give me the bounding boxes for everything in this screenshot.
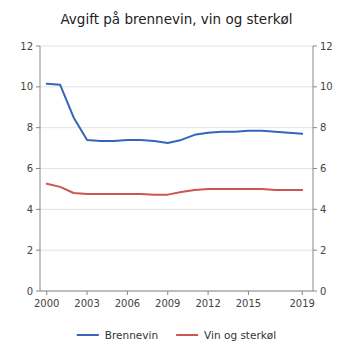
- x-tick-label: 2000: [34, 298, 59, 309]
- x-tick: [87, 291, 88, 295]
- x-tick-label: 2003: [74, 298, 99, 309]
- x-tick-label: 2015: [236, 298, 261, 309]
- y-tick: [36, 86, 40, 87]
- grid: [40, 46, 313, 291]
- y-tick: [36, 209, 40, 210]
- grid-line: [40, 209, 313, 210]
- series-group: [47, 84, 303, 195]
- legend-swatch: [176, 334, 198, 336]
- y-tick-label: 2: [27, 245, 33, 256]
- x-tick-label: 2012: [195, 298, 220, 309]
- y2-tick: [313, 127, 317, 128]
- x-tick: [248, 291, 249, 295]
- x-tick-label: 2006: [115, 298, 140, 309]
- legend-label: Vin og sterkøl: [204, 329, 276, 341]
- y2-tick-label: 8: [320, 122, 326, 133]
- y-tick: [36, 291, 40, 292]
- y-tick: [36, 46, 40, 47]
- y-tick: [36, 168, 40, 169]
- series-line: [47, 184, 303, 195]
- chart: Avgift på brennevin, vin og sterkøl20002…: [0, 0, 353, 353]
- grid-line: [40, 86, 313, 87]
- axes: 2000 2003 2006 2009 2012 2015 2019 0 2 4 6 8 10 12 0 2 4…: [20, 41, 332, 310]
- y2-tick: [313, 250, 317, 251]
- y2-tick-label: 6: [320, 163, 326, 174]
- y-tick-label: 10: [20, 81, 33, 92]
- legend: Brennevin Vin og sterkøl: [77, 329, 276, 341]
- legend-swatch: [77, 334, 99, 336]
- x-tick: [127, 291, 128, 295]
- y-tick: [36, 127, 40, 128]
- y2-tick-label: 4: [320, 204, 326, 215]
- y2-tick: [313, 291, 317, 292]
- y-tick-label: 6: [27, 163, 33, 174]
- y-tick-label: 8: [27, 122, 33, 133]
- y2-tick: [313, 86, 317, 87]
- legend-label: Brennevin: [105, 329, 158, 341]
- y2-tick-label: 10: [320, 81, 333, 92]
- x-tick: [208, 291, 209, 295]
- x-tick-label: 2019: [290, 298, 315, 309]
- title: Avgift på brennevin, vin og sterkøl: [60, 11, 292, 27]
- y2-tick: [313, 46, 317, 47]
- x-tick-label: 2009: [155, 298, 180, 309]
- y2-tick: [313, 209, 317, 210]
- grid-line: [40, 46, 313, 47]
- y-tick-label: 4: [27, 204, 33, 215]
- y-tick-label: 12: [20, 41, 33, 52]
- x-tick: [167, 291, 168, 295]
- grid-line: [40, 250, 313, 251]
- y2-tick-label: 12: [320, 41, 333, 52]
- x-tick: [46, 291, 47, 295]
- x-tick: [302, 291, 303, 295]
- series-line: [47, 84, 303, 143]
- grid-line: [40, 168, 313, 169]
- y-tick: [36, 250, 40, 251]
- y-tick-label: 0: [27, 286, 33, 297]
- y2-tick-label: 0: [320, 286, 326, 297]
- y2-tick: [313, 168, 317, 169]
- x-axis-line: [40, 291, 313, 292]
- grid-line: [40, 291, 313, 292]
- y2-tick-label: 2: [320, 245, 326, 256]
